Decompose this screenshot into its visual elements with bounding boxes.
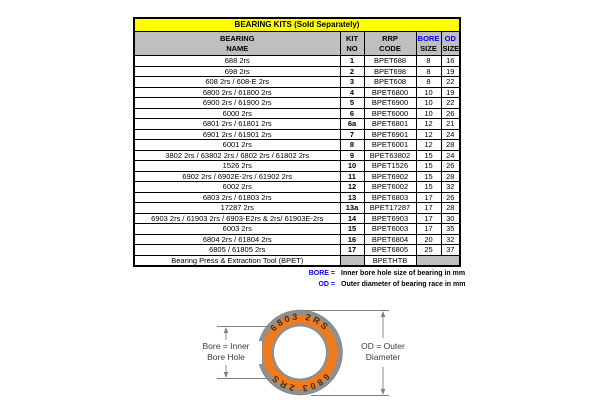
col-header-od-size: OD SIZE [440,31,461,56]
bearing-bore-hole [274,326,326,379]
table-row: 6800 2rs / 61800 2rs 4 BPET6800 10 19 [133,86,461,98]
table-row: 6805 / 61805 2rs 17 BPET6805 25 37 [133,244,461,256]
bearing-diagram: 6803 2RS 6803 2RS [217,309,389,396]
footnote-od-text: Outer diameter of bearing race in mm [341,281,466,288]
table-row: 698 2rs 2 BPET698 8 19 [133,65,461,77]
table-title-row: BEARING KITS (Sold Separately) [133,17,461,32]
table-row: 1526 2rs 10 BPET1526 15 26 [133,160,461,172]
footnotes: BORE = Inner bore hole size of bearing i… [133,268,473,290]
bearing-kits-table: BEARING KITS (Sold Separately) BEARING N… [133,17,462,267]
table-row: 688 2rs 1 BPET688 8 16 [133,55,461,67]
bpet-tool-name: Bearing Press & Extraction Tool (BPET) [133,254,341,267]
col-header-kit-no: KIT NO [339,31,365,56]
table-body: 688 2rs 1 BPET688 8 16 698 2rs 2 BPET698… [133,55,461,256]
bpet-size-cell [415,254,461,267]
od-label: OD = Outer Diameter [347,341,419,364]
bpet-kit-cell [339,254,365,267]
table-row: 6803 2rs / 61803 2rs 13 BPET6803 17 26 [133,191,461,203]
footnote-od-label: OD = [318,281,335,288]
table-row: 6002 2rs 12 BPET6002 15 32 [133,181,461,193]
bore-dimension-line [217,326,268,379]
bpet-code: BPETHTB [363,254,417,267]
table-header-row: BEARING NAME KIT NO RRP CODE BORE SIZE O… [133,31,461,56]
table-row-bpet: Bearing Press & Extraction Tool (BPET) B… [133,254,461,267]
table-row: 6902 2rs / 6902E-2rs / 61902 2rs 11 BPET… [133,170,461,182]
table-row: 6000 2rs 6 BPET6000 10 26 [133,107,461,119]
table-row: 6903 2rs / 61903 2rs / 6903-E2rs & 2rs/ … [133,212,461,224]
footnote-bore: BORE = Inner bore hole size of bearing i… [133,268,473,279]
col-header-rrp-code: RRP CODE [363,31,417,56]
bore-label: Bore = Inner Bore Hole [190,341,262,364]
table-row: 6003 2rs 15 BPET6003 17 35 [133,223,461,235]
table-row: 17287 2rs 13a BPET17287 17 28 [133,202,461,214]
footnote-bore-text: Inner bore hole size of bearing in mm [341,270,466,277]
table-row: 3802 2rs / 63802 2rs / 6802 2rs / 61802 … [133,149,461,161]
table-row: 6804 2rs / 61804 2rs 16 BPET6804 20 32 [133,233,461,245]
col-header-bore-size: BORE SIZE [415,31,442,56]
table-row: 6901 2rs / 61901 2rs 7 BPET6901 12 24 [133,128,461,140]
od-dimension-line [301,310,389,396]
table-row: 608 2rs / 608-E 2rs 3 BPET608 8 22 [133,76,461,88]
table-row: 6001 2rs 8 BPET6001 12 28 [133,139,461,151]
table-row: 6801 2rs / 61801 2rs 6a BPET6801 12 21 [133,118,461,130]
table-row: 6900 2rs / 61900 2rs 5 BPET6900 10 22 [133,97,461,109]
col-header-bearing-name: BEARING NAME [133,31,341,56]
table-title: BEARING KITS (Sold Separately) [133,17,461,32]
footnote-od: OD = Outer diameter of bearing race in m… [133,279,473,290]
footnote-bore-label: BORE = [308,270,335,277]
